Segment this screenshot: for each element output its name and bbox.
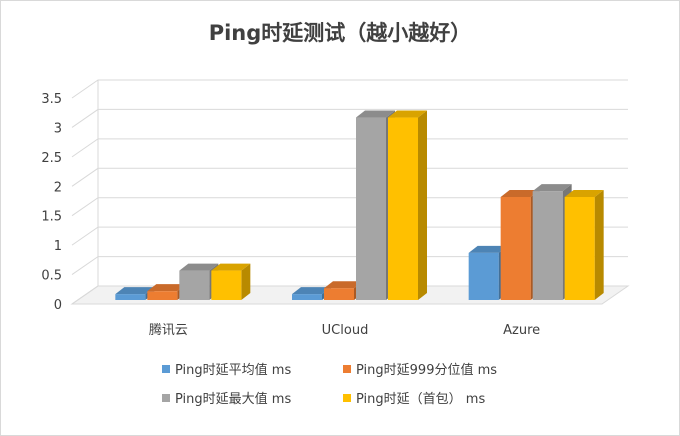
y-axis-ticks: 0 0.5 1 1.5 2 2.5 3 3.5	[41, 92, 62, 313]
gridline	[71, 226, 628, 246]
legend-label: Ping时延（首包） ms	[356, 392, 485, 407]
gridline	[71, 256, 628, 275]
legend-item: Ping时延最大值 ms	[162, 391, 291, 407]
legend-label: Ping时延平均值 ms	[175, 362, 291, 378]
legend-item: Ping时延（首包） ms	[343, 392, 485, 407]
y-tick-label: 2.5	[41, 151, 62, 166]
gridline	[71, 197, 628, 217]
legend-swatch	[162, 394, 170, 402]
legend-swatch	[343, 365, 351, 373]
x-category-label: Azure	[503, 323, 540, 338]
bar	[211, 263, 251, 300]
bar	[388, 110, 427, 301]
legend-item: Ping时延平均值 ms	[162, 362, 291, 378]
legend: Ping时延平均值 ms Ping时延999分位值 ms Ping时延最大值 ms P…	[162, 362, 497, 407]
gridline	[71, 285, 628, 305]
gridlines	[71, 79, 628, 305]
gridline	[71, 108, 628, 128]
gridline	[71, 138, 628, 158]
legend-swatch	[343, 394, 351, 402]
y-tick-label: 0.5	[41, 269, 62, 284]
legend-swatch	[162, 365, 170, 373]
bar	[564, 190, 604, 300]
gridline	[71, 167, 628, 187]
bars	[115, 110, 604, 301]
legend-label: Ping时延999分位值 ms	[356, 362, 497, 378]
y-tick-label: 1	[54, 239, 62, 254]
x-category-label: 腾讯云	[149, 322, 188, 338]
legend-item: Ping时延999分位值 ms	[343, 362, 497, 378]
chart-title: Ping时延测试（越小越好）	[209, 21, 472, 45]
x-category-label: UCloud	[322, 323, 369, 338]
legend-label: Ping时延最大值 ms	[175, 391, 291, 407]
y-tick-label: 1.5	[41, 210, 62, 225]
y-tick-label: 3	[54, 121, 62, 136]
y-tick-label: 2	[54, 180, 62, 195]
category-labels: 腾讯云 UCloud Azure	[149, 322, 540, 338]
y-tick-label: 0	[54, 298, 62, 313]
gridline	[71, 79, 628, 99]
y-tick-label: 3.5	[41, 92, 62, 107]
